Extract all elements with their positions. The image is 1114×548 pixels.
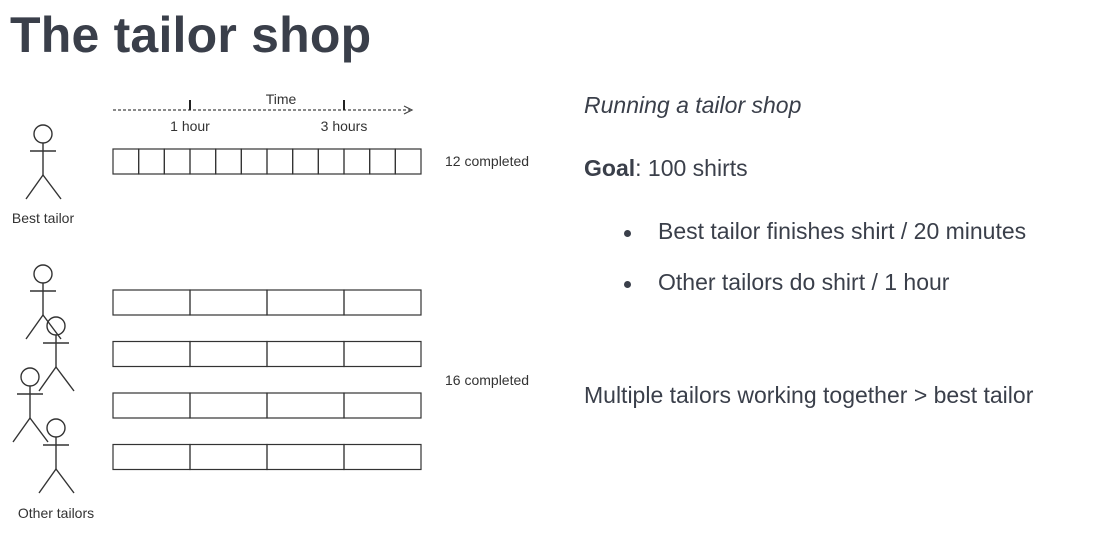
best-tailor-shirt-cell [215,148,242,175]
other-tailor-shirt-cell [266,443,345,471]
bullet-item: Other tailors do shirt / 1 hour [584,269,1104,320]
best-tailor-shirt-cell [292,148,319,175]
best-tailor-shirt-cell [138,148,165,175]
page-title: The tailor shop [10,7,372,63]
panel-subtitle: Running a tailor shop [584,92,802,118]
bullet-list: Best tailor finishes shirt / 20 minutes … [584,218,1104,320]
other-completed-label: 16 completed [445,372,529,388]
goal-label: Goal [584,155,636,181]
best-tailor-shirt-row [112,148,422,175]
other-tailor-shirt-cell [112,443,191,471]
other-tailor-shirt-cell [189,392,268,419]
tick-1-hour-label: 1 hour [170,118,210,134]
best-tailor-figure [25,124,62,200]
tailor-timeline-diagram: Time 1 hour 3 hours Best tailor 12 compl… [12,91,529,521]
time-axis-arrowhead [403,105,414,115]
other-tailor-shirt-cell [343,289,422,316]
other-tailor-shirt-cell [343,392,422,419]
best-tailor-shirt-cell [266,148,294,175]
other-tailor-shirt-cell [266,392,345,419]
best-tailor-label: Best tailor [12,210,75,226]
other-tailor-figure-4 [38,418,75,494]
goal-line: Goal: 100 shirts [584,155,748,182]
other-tailors-label: Other tailors [18,505,94,521]
bullet-item: Best tailor finishes shirt / 20 minutes [584,218,1104,269]
best-tailor-shirt-cell [394,148,422,175]
other-tailor-shirt-cell [189,443,268,471]
best-tailor-shirt-cell [112,148,140,175]
conclusion-text: Multiple tailors working together > best… [584,382,1034,408]
time-label: Time [266,91,297,107]
other-tailor-shirt-cell [112,340,191,368]
best-tailor-shirt-cell [369,148,396,175]
best-tailor-shirt-cell [163,148,191,175]
other-tailors-shirt-rows [112,289,422,471]
other-tailor-figure-3 [12,367,49,443]
best-tailor-shirt-cell [189,148,217,175]
best-completed-label: 12 completed [445,153,529,169]
other-tailor-shirt-cell [266,289,345,316]
tick-3-hours-label: 3 hours [321,118,368,134]
other-tailor-figure-2 [38,316,75,392]
best-tailor-shirt-cell [240,148,268,175]
other-tailor-shirt-cell [189,340,268,368]
best-tailor-shirt-cell [343,148,371,175]
other-tailor-shirt-cell [112,289,191,316]
other-tailor-shirt-cell [112,392,191,419]
other-tailor-shirt-cell [266,340,345,368]
other-tailor-shirt-cell [189,289,268,316]
best-tailor-shirt-cell [317,148,345,175]
goal-text: : 100 shirts [635,155,748,181]
other-tailor-shirt-cell [343,443,422,471]
other-tailor-figure-1 [25,264,62,340]
other-tailor-shirt-cell [343,340,422,368]
